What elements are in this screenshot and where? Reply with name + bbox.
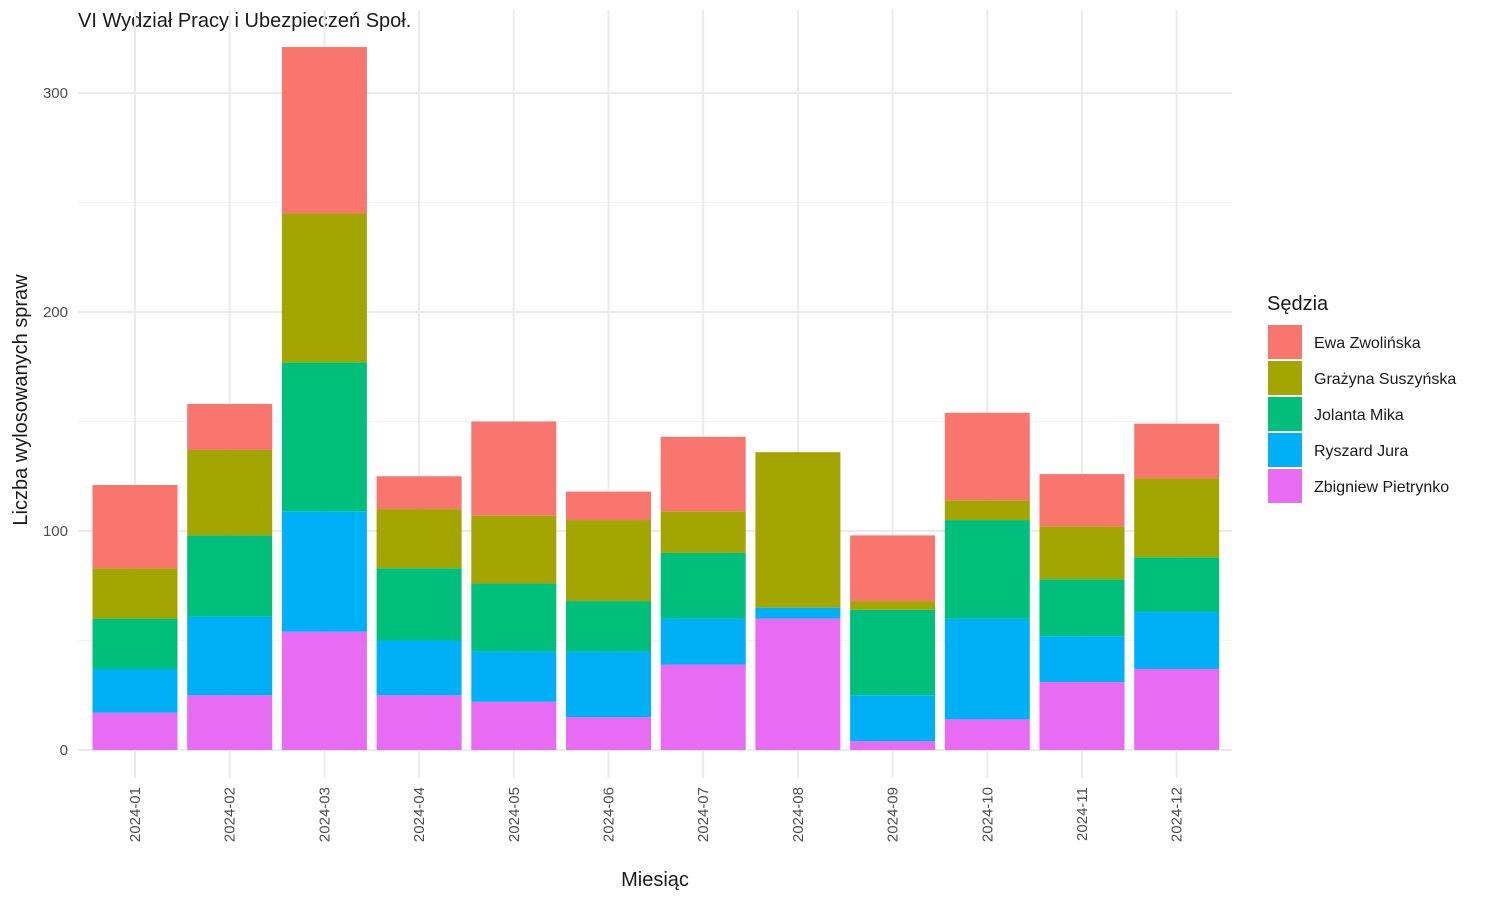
bar-segment — [376, 509, 462, 569]
x-tick-label: 2024-01 — [127, 787, 144, 842]
legend-key — [1268, 361, 1302, 395]
bar-segment — [92, 668, 178, 713]
bar-segment — [1039, 579, 1125, 637]
bar-segment — [660, 552, 746, 619]
bar-segment — [1039, 474, 1125, 527]
bar-segment — [1134, 557, 1220, 613]
bar-segment — [850, 601, 936, 610]
bar-segment — [660, 618, 746, 665]
bar-segment — [187, 403, 273, 450]
bar-segment — [281, 511, 367, 632]
bar-segment — [187, 616, 273, 696]
x-tick-label: 2024-06 — [601, 787, 618, 842]
bar-segment — [944, 719, 1030, 750]
bar-segment — [850, 695, 936, 742]
legend-key — [1268, 325, 1302, 359]
x-tick-label: 2024-10 — [979, 787, 996, 842]
legend-key — [1268, 433, 1302, 467]
bar-segment — [660, 664, 746, 750]
bar-segment — [566, 651, 651, 718]
bar-segment — [944, 618, 1030, 720]
x-tick-label: 2024-04 — [411, 787, 428, 842]
bar-segment — [944, 520, 1030, 619]
bar-segment — [566, 520, 651, 602]
bar-segment — [755, 618, 841, 750]
x-tick-label: 2024-03 — [316, 787, 333, 842]
legend: Sędzia Ewa Zwolińska Grażyna Suszyńska Jol… — [1267, 293, 1456, 503]
bar-segment — [1039, 526, 1125, 580]
y-axis-title: Liczba wylosowanych spraw — [10, 274, 32, 526]
y-tick-label: 100 — [43, 523, 68, 540]
bar-segment — [755, 452, 841, 608]
bar-segment — [92, 618, 178, 669]
bars — [92, 47, 1220, 750]
bar-segment — [92, 712, 178, 750]
bar-segment — [755, 607, 841, 619]
x-tick-label: 2024-08 — [790, 787, 807, 842]
bar-segment — [944, 500, 1030, 521]
x-tick-label: 2024-12 — [1169, 787, 1186, 842]
bar-segment — [660, 436, 746, 512]
bar-segment — [850, 741, 936, 750]
x-axis-ticks: 2024-01 2024-02 2024-03 2024-04 2024-05 2024-… — [127, 787, 1186, 842]
y-tick-label: 0 — [60, 742, 68, 759]
legend-key — [1268, 469, 1302, 503]
bar-segment — [1134, 668, 1220, 750]
bar-segment — [187, 695, 273, 750]
bar-segment — [281, 47, 367, 214]
bar-segment — [281, 213, 367, 363]
bar-segment — [471, 651, 557, 702]
bar-segment — [566, 491, 651, 521]
bar-segment — [376, 640, 462, 696]
bar-segment — [471, 583, 557, 652]
legend-key — [1268, 397, 1302, 431]
bar-segment — [471, 515, 557, 584]
bar-segment — [1039, 682, 1125, 750]
y-tick-label: 300 — [43, 85, 68, 102]
chart-title: VI Wydział Pracy i Ubezpieczeń Społ. — [78, 10, 411, 32]
bar-segment — [471, 421, 557, 516]
bar-segment — [566, 601, 651, 652]
legend-label: Ryszard Jura — [1314, 443, 1408, 460]
bar-segment — [850, 535, 936, 602]
bar-segment — [376, 476, 462, 510]
bar-segment — [850, 609, 936, 696]
x-tick-label: 2024-05 — [506, 787, 523, 842]
y-axis-ticks: 0 100 200 300 — [43, 85, 68, 759]
bar-segment — [944, 412, 1030, 501]
bar-segment — [376, 695, 462, 750]
bar-segment — [281, 631, 367, 750]
bar-segment — [660, 511, 746, 553]
legend-label: Ewa Zwolińska — [1314, 335, 1421, 352]
bar-segment — [187, 535, 273, 617]
x-tick-label: 2024-09 — [885, 787, 902, 842]
legend-label: Zbigniew Pietrynko — [1314, 479, 1449, 496]
bar-segment — [376, 568, 462, 641]
bar-segment — [92, 568, 178, 619]
x-tick-label: 2024-11 — [1074, 787, 1091, 841]
bar-segment — [1039, 636, 1125, 683]
bar-segment — [281, 362, 367, 512]
legend-title: Sędzia — [1267, 293, 1329, 315]
legend-label: Jolanta Mika — [1314, 407, 1404, 424]
bar-segment — [1134, 612, 1220, 669]
y-tick-label: 200 — [43, 304, 68, 321]
bar-segment — [566, 717, 651, 750]
bar-segment — [92, 485, 178, 569]
x-tick-label: 2024-02 — [222, 787, 239, 842]
bar-segment — [1134, 423, 1220, 479]
bar-segment — [187, 449, 273, 536]
bar-segment — [471, 701, 557, 750]
x-tick-label: 2024-07 — [695, 787, 712, 842]
legend-label: Grażyna Suszyńska — [1314, 371, 1456, 388]
x-axis-title: Miesiąc — [621, 869, 689, 891]
bar-segment — [1134, 478, 1220, 558]
